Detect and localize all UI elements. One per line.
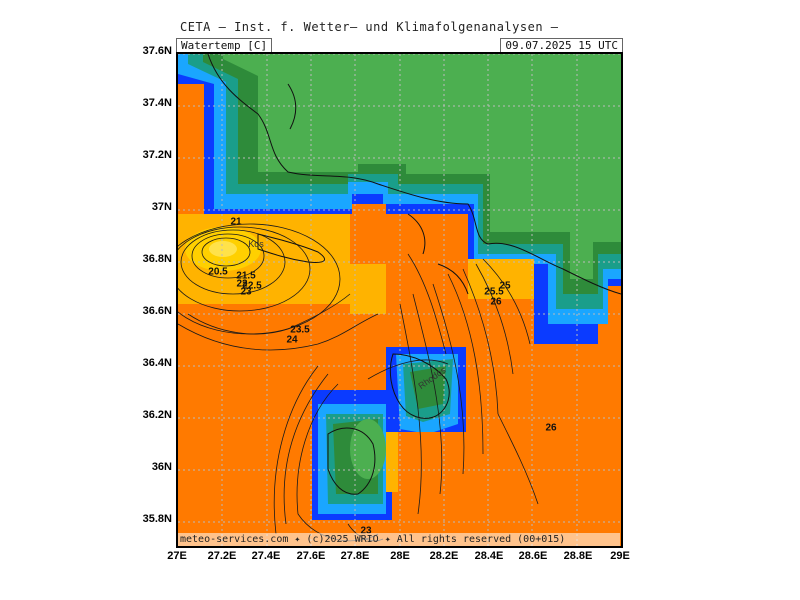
lat-label-36-4: 36.4N [142,357,172,369]
contour-label: 23 [240,286,252,298]
rhodes-area [312,347,466,522]
contour-label: 26 [545,422,557,434]
contour-label: 21 [230,216,242,228]
contour-label: 20.5 [208,266,228,278]
lat-label-36-8: 36.8N [142,253,172,265]
contour-label: 22.5 [242,280,262,292]
lon-label-28-4: 28.4E [474,550,504,562]
lon-label-27-8: 27.8E [340,550,370,562]
lon-label-29: 29E [610,550,630,562]
coastline [207,54,621,495]
contour-label: 25 [499,280,511,292]
graticule [178,54,621,546]
contour-label: 23 [360,525,372,537]
lon-label-28: 28E [390,550,410,562]
contour-label: 21.5 [236,270,256,282]
lon-label-27-6: 27.6E [296,550,326,562]
lat-label-36-2: 36.2N [142,409,172,421]
lat-label-35-8: 35.8N [142,513,172,525]
isotherm-contours [178,223,539,542]
lat-label-37-4: 37.4N [142,97,172,109]
lon-label-28-6: 28.6E [518,550,548,562]
contour-label: 24 [286,334,298,346]
lon-label-27-2: 27.2E [207,550,237,562]
lon-label-27: 27E [167,550,187,562]
map-canvas [178,54,621,546]
chart-title: CETA — Inst. f. Wetter— und Klimafolgena… [180,20,559,34]
lat-label-36: 36N [151,461,172,473]
contour-label: 25.5 [484,286,504,298]
contour-label: 26 [490,296,502,308]
valid-time-label: 09.07.2025 15 UTC [500,38,623,54]
lat-label-37: 37N [151,201,172,213]
lon-label-28-8: 28.8E [563,550,593,562]
lon-label-27-4: 27.4E [251,550,281,562]
contour-label: 22 [236,278,248,290]
lat-label-36-6: 36.6N [142,305,172,317]
contour-label: 23.5 [290,324,310,336]
lat-label-37-2: 37.2N [142,149,172,161]
footer-credit: meteo-services.com ✦ (c)2025 WRIO ✦ All … [178,533,620,546]
lat-label-37-6: 37.6N [142,45,172,57]
place-label-kos: Kos [248,239,264,249]
map-panel [176,52,623,548]
lon-label-28-2: 28.2E [429,550,459,562]
